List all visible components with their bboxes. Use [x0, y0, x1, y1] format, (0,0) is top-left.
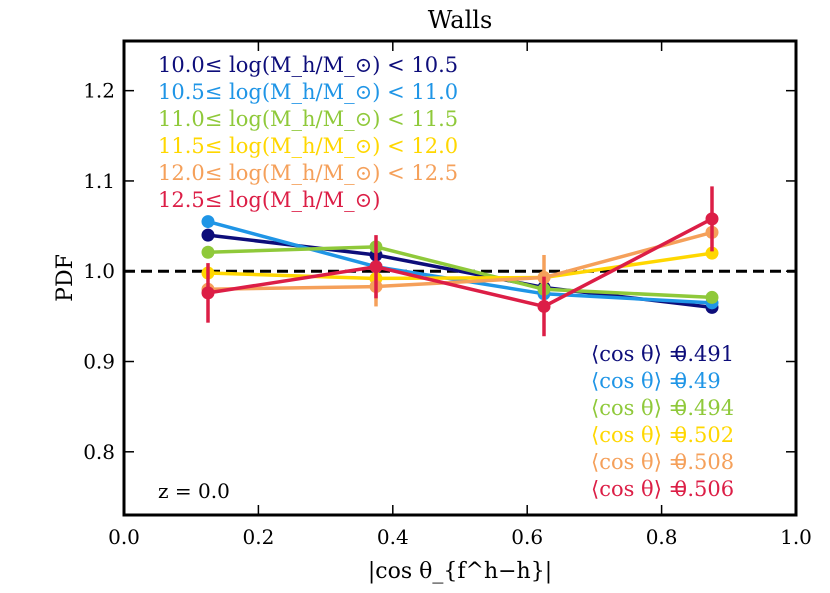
mean-cos-prefix: ⟨cos θ⟩ =	[591, 342, 686, 366]
legend-entry: 10.5≤ log(M_h/M_⊙) < 11.0	[158, 80, 458, 104]
mean-cos-value: 0.508	[674, 450, 734, 474]
series-line	[207, 219, 713, 305]
mean-cos-prefix: ⟨cos θ⟩ =	[591, 477, 686, 501]
data-point	[369, 260, 383, 274]
mean-cos-value: 0.49	[674, 369, 721, 393]
mean-cos-labels: ⟨cos θ⟩ =0.491⟨cos θ⟩ =0.49⟨cos θ⟩ =0.49…	[591, 342, 734, 501]
data-point	[201, 286, 215, 300]
data-point	[705, 246, 719, 260]
y-tick-label: 0.9	[83, 350, 115, 374]
mean-cos-prefix: ⟨cos θ⟩ =	[591, 369, 686, 393]
y-axis-label: PDF	[53, 254, 78, 302]
data-point	[537, 299, 551, 313]
legend-entry: 10.0≤ log(M_h/M_⊙) < 10.5	[158, 53, 458, 77]
series-group	[201, 186, 719, 337]
y-tick-label: 1.0	[83, 259, 115, 283]
data-point	[705, 290, 719, 304]
mean-cos-prefix: ⟨cos θ⟩ =	[591, 450, 686, 474]
mean-cos-value: 0.491	[674, 342, 734, 366]
y-tick-label: 1.1	[83, 169, 115, 193]
legend-entry: 11.0≤ log(M_h/M_⊙) < 11.5	[158, 107, 458, 131]
y-tick-label: 1.2	[83, 79, 115, 103]
x-tick-label: 0.4	[377, 525, 409, 549]
x-tick-label: 1.0	[780, 525, 812, 549]
x-tick-label: 0.0	[108, 525, 140, 549]
plot-frame	[122, 39, 798, 517]
y-tick-label: 0.8	[83, 440, 115, 464]
x-tick-label: 0.8	[646, 525, 678, 549]
x-axis-label: |cos θ_{f^h−h}|	[368, 559, 552, 584]
mean-cos-value: 0.506	[674, 477, 734, 501]
data-point	[201, 245, 215, 259]
redshift-annotation: z = 0.0	[158, 479, 230, 503]
legend-entry: 12.5≤ log(M_h/M_⊙)	[158, 188, 380, 212]
mean-cos-prefix: ⟨cos θ⟩ =	[591, 396, 686, 420]
series-line	[207, 245, 713, 300]
chart-title: Walls	[428, 6, 493, 34]
mean-cos-value: 0.502	[674, 423, 734, 447]
series-line	[207, 251, 713, 281]
series-2	[201, 240, 719, 304]
series-line	[207, 217, 713, 309]
series-line	[207, 230, 713, 292]
x-tick-label: 0.2	[242, 525, 274, 549]
mean-cos-value: 0.494	[674, 396, 734, 420]
legend-entry: 11.5≤ log(M_h/M_⊙) < 12.0	[158, 134, 458, 158]
x-tick-label: 0.6	[511, 525, 543, 549]
legend-entry: 12.0≤ log(M_h/M_⊙) < 12.5	[158, 161, 458, 185]
mean-cos-prefix: ⟨cos θ⟩ =	[591, 423, 686, 447]
series-5	[201, 186, 719, 337]
axis-ticks: 0.0 0.2 0.4 0.6 0.8 1.0 0.8 0.9 1.0 1.1 1.2	[83, 41, 812, 549]
data-point	[201, 215, 215, 229]
legend: 10.0≤ log(M_h/M_⊙) < 10.5 10.5≤ log(M_h/M…	[158, 53, 458, 212]
data-point	[201, 228, 215, 242]
data-point	[705, 212, 719, 226]
